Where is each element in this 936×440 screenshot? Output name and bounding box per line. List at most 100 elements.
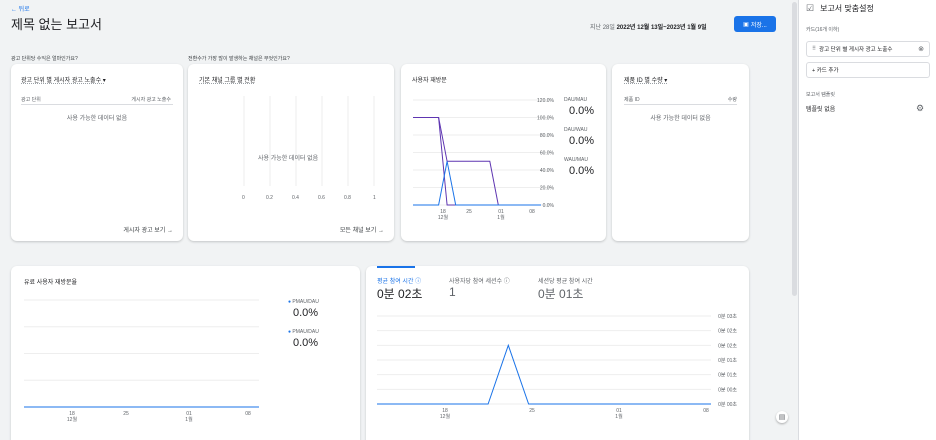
- col-impressions: 게시자 광고 노출수: [131, 97, 171, 103]
- card-ad-impressions: 광고 단위 별 게시자 광고 노출수 ▾ 광고 단위 게시자 광고 노출수 사용…: [11, 64, 183, 241]
- empty-message: 사용 가능한 데이터 없음: [66, 116, 128, 122]
- panel-header: ☑ 보고서 맞춤설정: [806, 3, 874, 14]
- x-tick: 25: [529, 408, 535, 414]
- legend-text: PMAU/DAU: [292, 329, 319, 335]
- card-item-label: 광고 단위 별 게시자 광고 노출수: [819, 47, 893, 53]
- paid-retention-chart: 18 25 01 08 12월 1월: [24, 299, 259, 423]
- legend-text: PMAU/DAU: [292, 299, 319, 305]
- series-line-wau-mau: [413, 161, 541, 206]
- x-tick: 25: [123, 411, 129, 417]
- y-tick: 0분 00초: [718, 387, 737, 393]
- legend-value: 0.0%: [569, 105, 595, 117]
- metric-value: 0분 01초: [538, 287, 584, 301]
- empty-message: 사용 가능한 데이터 없음: [258, 156, 319, 162]
- legend-label: DAU/WAU: [564, 127, 588, 133]
- x-tick: 0.6: [318, 195, 325, 201]
- x-tick: 1: [373, 195, 376, 201]
- x-tick: 18: [69, 411, 75, 417]
- settings-gear-icon[interactable]: ⚙: [916, 103, 925, 113]
- y-tick: 20.0%: [540, 186, 555, 192]
- x-subtick: 1월: [497, 214, 505, 221]
- col-quantity: 수량: [727, 97, 737, 103]
- legend-dot: ●: [288, 329, 293, 335]
- x-tick: 01: [616, 408, 622, 414]
- card-title[interactable]: 기본 채널 그룹 별 전환: [199, 78, 256, 84]
- y-tick: 0분 02초: [718, 329, 737, 335]
- legend-label: WAU/MAU: [564, 157, 588, 163]
- date-prefix: 지난 28일: [590, 25, 615, 31]
- legend-value: 0.0%: [293, 337, 319, 349]
- x-tick: 01: [498, 209, 504, 215]
- date-range[interactable]: 지난 28일 2022년 12월 13일~2023년 1월 9일: [590, 22, 707, 31]
- y-tick: 0분 01초: [718, 358, 737, 364]
- y-tick: 120.0%: [537, 98, 555, 104]
- legend-value: 0.0%: [569, 165, 595, 177]
- legend-label: DAU/MAU: [564, 97, 588, 103]
- y-tick: 0분 01초: [718, 373, 737, 379]
- panel-title: 보고서 맞춤설정: [820, 4, 874, 13]
- legend-label: ● PMAU/DAU: [288, 299, 319, 305]
- drag-handle-icon[interactable]: ⠿: [812, 46, 817, 52]
- view-ad-link[interactable]: 게시자 광고 보기 →: [123, 225, 173, 234]
- card-engagement-time: 평균 참여 시간 ⓘ 0분 02초 사용자당 참여 세션수 ⓘ 1 세션당 평균…: [366, 266, 749, 440]
- x-tick: 08: [245, 411, 251, 417]
- link-label: 게시자 광고 보기: [123, 228, 166, 234]
- metric-value: 0분 02초: [377, 287, 423, 301]
- metric-tab-session-time[interactable]: 세션당 평균 참여 시간: [538, 279, 593, 285]
- feedback-icon[interactable]: ▤: [776, 411, 788, 423]
- x-tick: 0.8: [344, 195, 351, 201]
- add-card-button[interactable]: + 카드 추가: [806, 62, 930, 78]
- y-tick: 0분 02초: [718, 343, 737, 349]
- legend-label: ● PMAU/DAU: [288, 329, 319, 335]
- x-subtick: 1월: [615, 413, 623, 420]
- template-value: 템플릿 없음: [806, 107, 836, 113]
- remove-icon[interactable]: ⊗: [918, 46, 924, 53]
- card-title: 유료 사용자 재방문율: [24, 280, 78, 286]
- x-tick: 08: [529, 209, 535, 215]
- customize-panel: [798, 0, 936, 440]
- save-button[interactable]: ▣ 저장...: [734, 16, 776, 32]
- x-tick: 01: [186, 411, 192, 417]
- question-ad-revenue: 광고 단위당 수익은 얼마인가요?: [11, 56, 78, 62]
- y-tick: 100.0%: [537, 116, 555, 122]
- arrow-right-icon: →: [167, 228, 173, 234]
- x-subtick: 12월: [440, 413, 451, 420]
- x-subtick: 1월: [185, 416, 193, 423]
- scrollbar-thumb[interactable]: [792, 2, 797, 296]
- channel-grid: [243, 96, 375, 186]
- metric-tab-avg-time[interactable]: 평균 참여 시간 ⓘ: [377, 276, 421, 285]
- col-ad-unit: 광고 단위: [21, 97, 41, 103]
- legend-value: 0.0%: [293, 307, 319, 319]
- x-tick: 0: [242, 195, 245, 201]
- engagement-chart: 0분 03초 0분 02초 0분 02초 0분 01초 0분 01초 0분 00초 0분 0…: [377, 314, 737, 420]
- card-paid-retention: 유료 사용자 재방문율 18 25 01 08 12월 1월 ● PMAU/DAU 0.0…: [11, 266, 360, 440]
- help-icon: ⓘ: [415, 279, 422, 285]
- empty-message: 사용 가능한 데이터 없음: [650, 116, 711, 122]
- retention-chart: 120.0% 100.0% 80.0% 60.0% 40.0% 20.0% 0.0% 18 25…: [413, 98, 555, 221]
- y-tick: 0분 00초: [718, 402, 737, 408]
- divider: [21, 104, 173, 105]
- x-tick: 0.2: [266, 195, 273, 201]
- metric-tab-sessions[interactable]: 사용자당 참여 세션수 ⓘ: [449, 276, 510, 285]
- x-tick: 08: [703, 408, 709, 414]
- y-tick: 80.0%: [540, 133, 555, 139]
- edit-icon: ☑: [806, 3, 815, 13]
- card-channel-conversions: 기본 채널 그룹 별 전환 사용 가능한 데이터 없음 0 0.2 0.4 0.…: [188, 64, 394, 241]
- question-channel: 전환수가 가장 많이 발생하는 채널은 무엇인가요?: [188, 56, 290, 62]
- series-line-dau-wau: [413, 117, 541, 206]
- card-list-item[interactable]: ⠿ 광고 단위 별 게시자 광고 노출수 ⊗: [806, 41, 930, 57]
- legend-dot: ●: [288, 299, 293, 305]
- metric-label: 사용자당 참여 세션수: [449, 279, 503, 285]
- y-tick: 40.0%: [540, 168, 555, 174]
- series-line-avg-engagement: [407, 343, 711, 405]
- card-title: 사용자 재방문: [412, 78, 447, 84]
- card-title[interactable]: 제품 ID 별 수량 ▾: [624, 78, 668, 84]
- view-channels-link[interactable]: 모든 채널 보기 →: [340, 225, 384, 234]
- card-title[interactable]: 광고 단위 별 게시자 광고 노출수 ▾: [21, 78, 106, 84]
- back-link[interactable]: ← 뒤로: [11, 7, 30, 13]
- metric-value: 1: [449, 285, 456, 299]
- page-title[interactable]: 제목 없는 보고서: [11, 17, 102, 32]
- x-tick: 18: [440, 209, 446, 215]
- date-range-value: 2022년 12월 13일~2023년 1월 9일: [616, 25, 707, 31]
- divider: [624, 104, 737, 105]
